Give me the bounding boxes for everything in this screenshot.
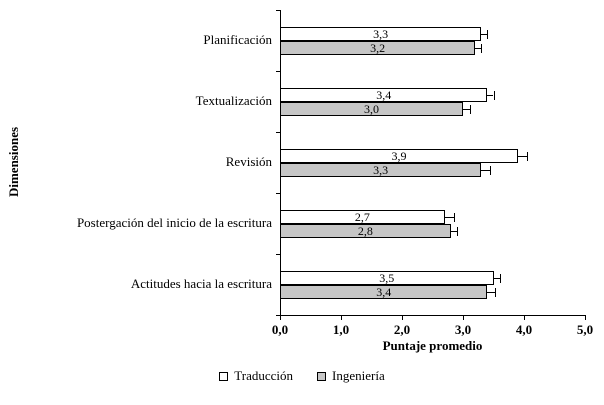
error-bar (487, 94, 494, 96)
x-axis-tick (463, 316, 464, 320)
bar (280, 26, 482, 41)
legend-item: Ingeniería (317, 368, 385, 384)
category-label: Revisión (225, 153, 272, 169)
bar (280, 209, 445, 224)
error-bar-cap (481, 43, 483, 53)
bar (280, 148, 518, 163)
x-tick-label: 2,0 (393, 322, 411, 337)
bar-label: 3,0 (364, 101, 379, 116)
bar (280, 40, 476, 55)
bar (280, 223, 451, 238)
legend-swatch (317, 371, 327, 381)
legend: Traducción Ingeniería (0, 368, 604, 384)
error-bar-cap (490, 165, 492, 175)
bar-label: 3,3 (373, 162, 389, 177)
bar-label: 3,4 (376, 87, 392, 102)
error-bar-cap (453, 212, 455, 222)
y-axis-tick (276, 10, 280, 11)
error-bar-cap (487, 29, 489, 39)
x-axis-tick (341, 316, 342, 320)
bar-label: 3,2 (370, 40, 386, 55)
bar-label: 3,4 (376, 284, 392, 299)
y-axis-tick (276, 193, 280, 194)
category-label: Postergación del inicio de la escritura (76, 214, 272, 230)
bar (280, 101, 463, 116)
category-label: Textualización (195, 92, 272, 108)
y-axis-tick (276, 71, 280, 72)
x-tick-label: 5,0 (576, 322, 594, 337)
bar (280, 284, 488, 299)
error-bar (481, 33, 488, 35)
bar-label: 3,3 (373, 26, 389, 41)
error-bar (493, 277, 500, 279)
legend-item: Traducción (219, 368, 293, 384)
error-bar-cap (527, 151, 529, 161)
y-axis-tick (276, 315, 280, 316)
x-tick-label: 3,0 (454, 322, 472, 337)
category-label: Planificación (203, 31, 272, 47)
x-tick-label: 4,0 (515, 322, 533, 337)
error-bar (463, 108, 471, 110)
error-bar (487, 291, 495, 293)
error-bar (444, 216, 454, 218)
bar-label: 3,5 (379, 270, 395, 285)
bar (280, 87, 488, 102)
x-axis-tick (280, 316, 281, 320)
error-bar (475, 47, 482, 49)
bar (280, 270, 494, 285)
error-bar-cap (470, 104, 472, 114)
bar-label: 3,9 (391, 148, 407, 163)
bar (280, 162, 482, 177)
x-axis-tick (585, 316, 586, 320)
y-axis-tick (276, 132, 280, 133)
x-axis-tick (402, 316, 403, 320)
legend-label: Ingeniería (332, 368, 385, 383)
bar-label: 2,7 (354, 209, 370, 224)
error-bar (517, 155, 528, 157)
x-axis-tick (524, 316, 525, 320)
legend-swatch (219, 371, 229, 381)
error-bar-cap (494, 287, 496, 297)
bar-label: 2,8 (357, 223, 373, 238)
error-bar (450, 230, 457, 232)
category-label: Actitudes hacia la escritura (130, 275, 272, 291)
legend-label: Traducción (234, 368, 294, 383)
error-bar-cap (456, 226, 458, 236)
error-bar-cap (499, 273, 501, 283)
x-tick-label: 1,0 (332, 322, 350, 337)
x-tick-label: 0,0 (271, 322, 289, 337)
x-axis-title: Puntaje promedio (382, 338, 483, 353)
error-bar (481, 169, 491, 171)
error-bar-cap (493, 90, 495, 100)
y-axis-title: Dimensiones (6, 126, 21, 198)
y-axis-tick (276, 254, 280, 255)
